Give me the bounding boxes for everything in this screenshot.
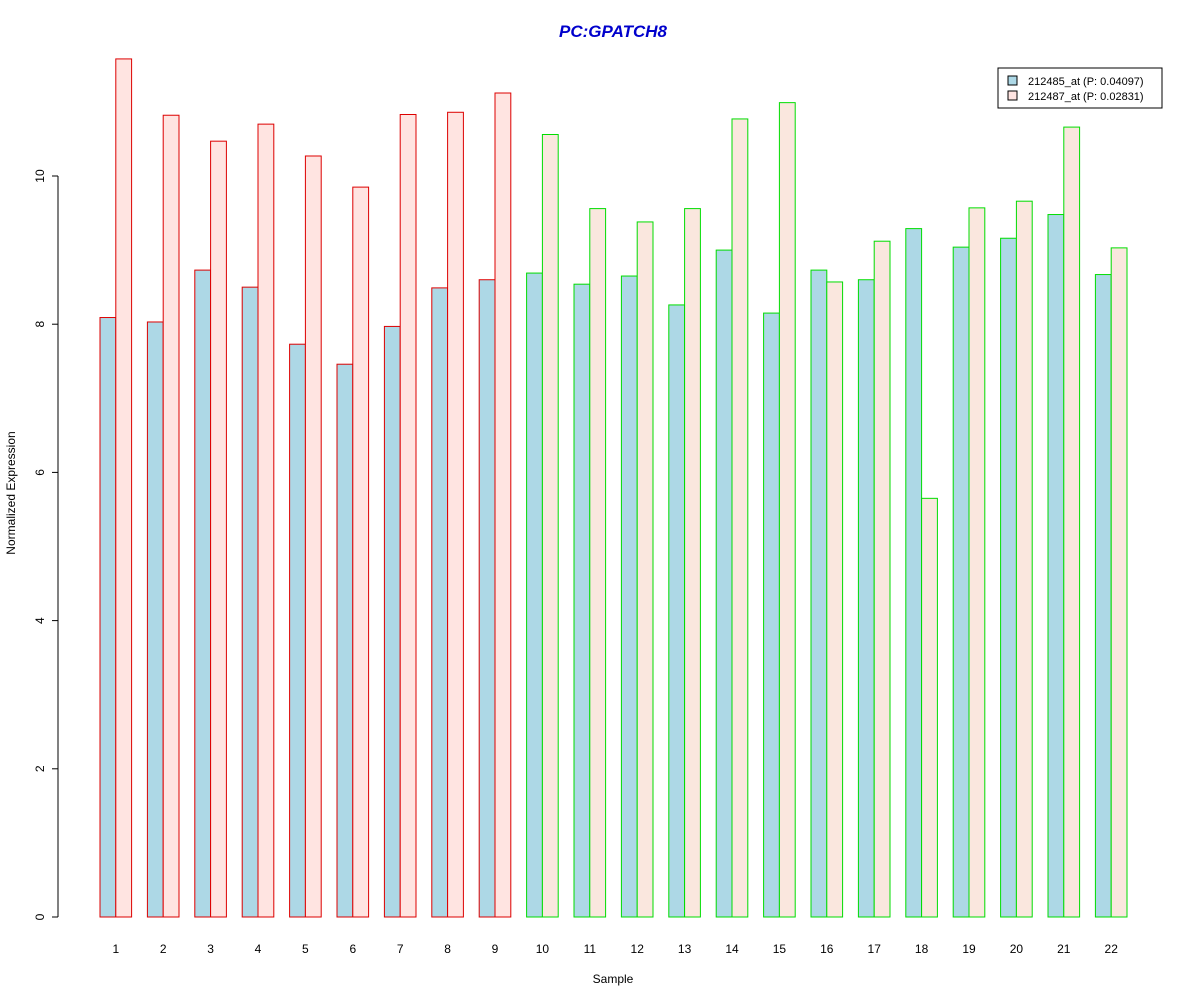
bar-212487-sample-16	[826, 281, 844, 918]
bar-212487-sample-12	[636, 221, 654, 918]
bar-212487-sample-14	[731, 118, 749, 918]
bar-212485-sample-9	[478, 279, 496, 918]
bar-212487-sample-13	[684, 208, 701, 918]
y-tick-label: 0	[33, 913, 47, 920]
bar-212487-sample-21	[1063, 126, 1081, 918]
bar-212485-sample-22	[1094, 274, 1112, 918]
x-tick-label: 7	[397, 942, 404, 956]
x-tick-label: 6	[349, 942, 356, 956]
y-tick-label: 2	[33, 765, 47, 772]
x-tick-label: 9	[492, 942, 499, 956]
x-tick-label: 2	[160, 942, 167, 956]
y-tick-label: 6	[33, 469, 47, 476]
y-axis: 0 2 4 6 8 10	[33, 169, 59, 920]
legend-box	[997, 67, 1163, 109]
legend-label-series-2: 212487_at (P: 0.02831)	[1028, 91, 1144, 103]
bar-212487-sample-20	[1015, 200, 1033, 918]
x-tick-label: 17	[868, 942, 882, 956]
x-tick-label: 14	[725, 942, 739, 956]
bar-212487-sample-2	[162, 114, 180, 918]
x-tick-label: 1	[112, 942, 119, 956]
x-tick-label: 4	[255, 942, 262, 956]
bar-212485-sample-11	[573, 283, 591, 918]
x-axis-labels: 1 2 3 4 5 6 7 8 9 10 11 12 13 14 15 16 17 18 19 20 21 22	[112, 942, 1118, 956]
bar-212485-sample-10	[526, 272, 543, 918]
x-tick-label: 16	[820, 942, 834, 956]
x-axis-label: Sample	[593, 972, 634, 986]
x-tick-label: 8	[444, 942, 451, 956]
bar-212487-sample-8	[447, 111, 464, 918]
x-tick-label: 18	[915, 942, 929, 956]
bar-212487-sample-10	[541, 134, 559, 918]
bar-212485-sample-13	[668, 304, 686, 918]
bar-212487-sample-18	[921, 497, 938, 918]
bar-212487-sample-4	[257, 123, 275, 918]
y-axis-label: Normalized Expression	[4, 431, 18, 554]
y-tick-label: 4	[33, 617, 47, 624]
bar-212485-sample-3	[194, 269, 212, 918]
bar-212487-sample-3	[210, 140, 227, 918]
bar-212485-sample-18	[905, 228, 923, 918]
x-tick-label: 19	[962, 942, 976, 956]
bar-212485-sample-17	[857, 279, 875, 918]
x-tick-label: 11	[584, 942, 597, 956]
bar-212485-sample-15	[763, 312, 780, 918]
bar-212487-sample-9	[494, 92, 512, 918]
bar-212485-sample-16	[810, 269, 828, 918]
chart-title: PC:GPATCH8	[559, 22, 668, 41]
bar-212485-sample-21	[1047, 214, 1065, 918]
x-tick-label: 15	[773, 942, 787, 956]
bars	[99, 58, 1128, 918]
x-tick-label: 22	[1105, 942, 1119, 956]
bar-212487-sample-5	[304, 155, 322, 918]
bar-212485-sample-8	[431, 287, 449, 918]
bar-212485-sample-6	[336, 363, 354, 918]
legend-label-series-1: 212485_at (P: 0.04097)	[1028, 76, 1144, 88]
y-tick-label: 8	[33, 321, 47, 328]
bar-212485-sample-20	[1000, 237, 1017, 918]
x-tick-label: 21	[1057, 942, 1071, 956]
bar-212485-sample-7	[383, 325, 401, 918]
bar-212485-sample-2	[146, 321, 164, 918]
bar-212487-sample-22	[1110, 247, 1128, 918]
bar-212487-sample-15	[778, 102, 796, 918]
bar-212487-sample-1	[115, 58, 133, 918]
legend-swatch-series-2	[1007, 90, 1018, 101]
x-tick-label: 12	[631, 942, 645, 956]
legend-swatch-series-1	[1007, 75, 1018, 86]
x-tick-label: 20	[1010, 942, 1024, 956]
bar-212487-sample-11	[589, 208, 607, 918]
bar-212487-sample-19	[968, 207, 986, 918]
bar-212485-sample-19	[952, 246, 970, 918]
bar-212485-sample-1	[99, 317, 117, 918]
x-tick-label: 5	[302, 942, 309, 956]
bar-212485-sample-12	[620, 275, 638, 918]
bar-212487-sample-6	[352, 186, 370, 918]
bar-212487-sample-7	[399, 113, 417, 918]
x-tick-label: 13	[678, 942, 692, 956]
bar-212485-sample-4	[241, 286, 259, 918]
legend: 212485_at (P: 0.04097) 212487_at (P: 0.0…	[997, 67, 1163, 109]
x-tick-label: 3	[207, 942, 214, 956]
y-tick-label: 10	[33, 169, 47, 183]
bar-212485-sample-5	[289, 343, 306, 918]
x-tick-label: 10	[536, 942, 550, 956]
bar-212485-sample-14	[715, 249, 733, 918]
bar-212487-sample-17	[873, 240, 891, 918]
